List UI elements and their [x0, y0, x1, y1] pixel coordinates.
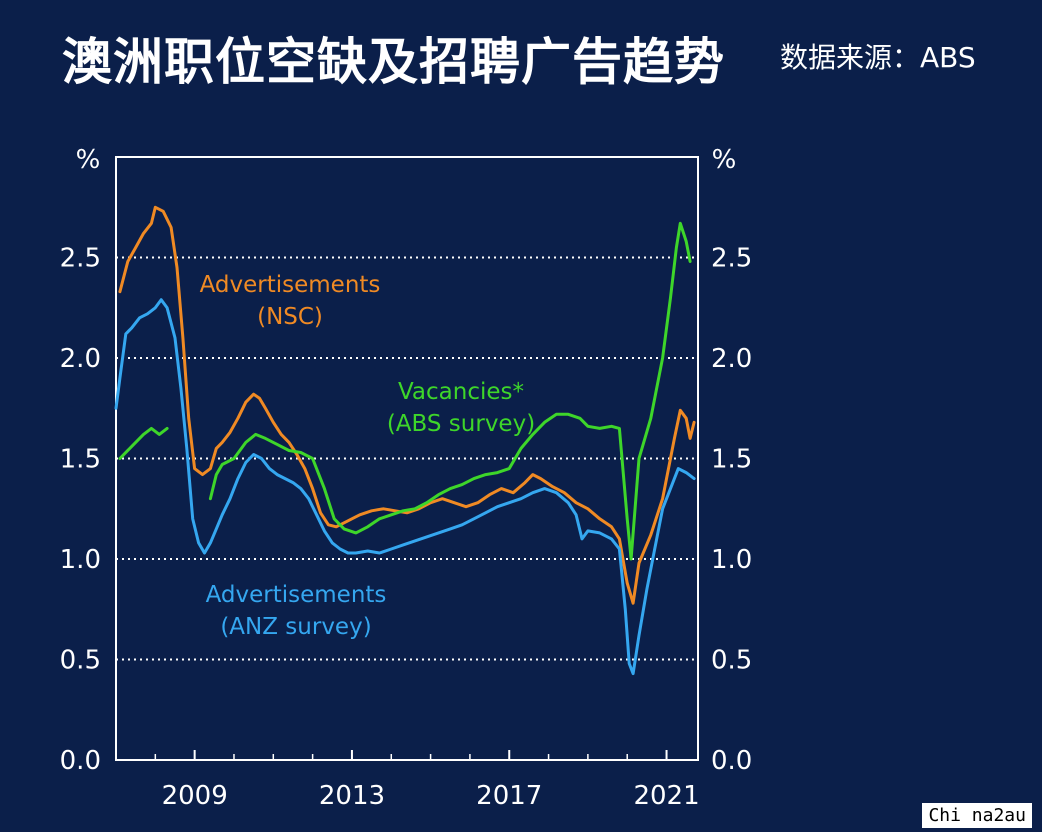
gridlines: [116, 256, 698, 661]
left-unit-label: %: [76, 145, 101, 175]
y-tick-label-right: 1.0: [711, 545, 752, 575]
abs-label-line1: Vacancies*: [398, 379, 524, 405]
abs-label-line2: (ABS survey): [387, 411, 535, 437]
y-tick-label-right: 1.5: [711, 445, 752, 475]
y-tick-label-right: 0.5: [711, 646, 752, 676]
y-tick-label-left: 0.5: [60, 646, 101, 676]
y-tick-label-right: 2.5: [711, 244, 752, 274]
series-line-abs: [118, 426, 169, 460]
nsc-label-line1: Advertisements: [200, 272, 381, 298]
x-tick-label: 2013: [319, 781, 385, 811]
series-line-nsc: [118, 205, 696, 605]
y-ticks: 0.0 0.0 0.5 0.5 1.0 1.0 1.5 1.5 2.0 2.0 2.5 2.5: [60, 244, 753, 777]
x-tick-label: 2021: [633, 781, 699, 811]
right-unit-label: %: [712, 145, 737, 175]
series-line-abs: [208, 221, 692, 561]
y-tick-label-left: 2.5: [60, 244, 101, 274]
y-tick-label-left: 2.0: [60, 344, 101, 374]
anz-label-line2: (ANZ survey): [220, 614, 371, 640]
x-tick-label: 2017: [476, 781, 542, 811]
y-tick-label-left: 1.0: [60, 545, 101, 575]
page-title: 澳洲职位空缺及招聘广告趋势: [62, 33, 725, 91]
y-tick-label-right: 2.0: [711, 344, 752, 374]
anz-label-line1: Advertisements: [206, 582, 387, 608]
x-ticks: 2009 2013 2017 2021: [115, 750, 700, 811]
data-source-label: 数据来源：ABS: [780, 41, 976, 74]
watermark: Chi na2au: [922, 803, 1032, 828]
x-tick-label: 2009: [162, 781, 228, 811]
y-tick-label-right: 0.0: [711, 746, 752, 776]
y-tick-label-left: 1.5: [60, 445, 101, 475]
series-lines: [114, 205, 696, 676]
plot-frame: [115, 156, 699, 761]
y-tick-label-left: 0.0: [60, 746, 101, 776]
nsc-label-line2: (NSC): [257, 304, 323, 330]
series-line-anz: [114, 298, 696, 676]
